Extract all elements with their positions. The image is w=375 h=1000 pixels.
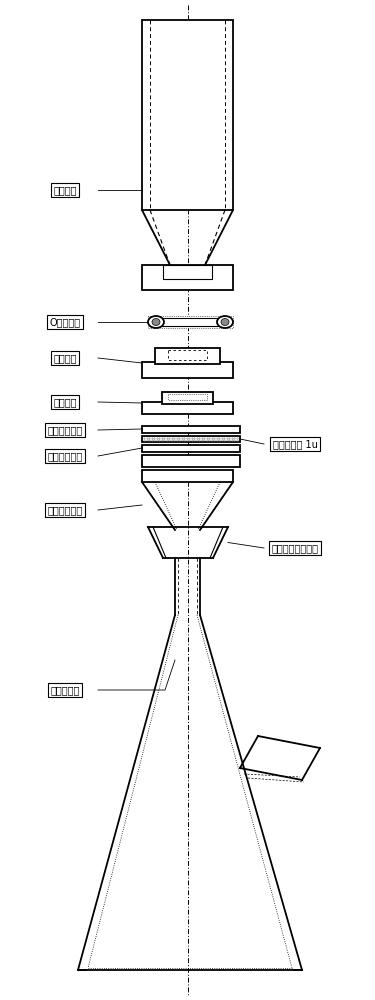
Bar [168, 350, 207, 360]
Ellipse shape [217, 316, 233, 328]
Bar [142, 20, 233, 210]
Text: 硫橡胶密封垫: 硫橡胶密封垫 [47, 451, 82, 461]
Bar [155, 348, 220, 364]
Bar [142, 362, 233, 378]
Bar [142, 455, 240, 467]
Bar [168, 394, 207, 400]
Bar [148, 316, 233, 328]
Text: 广口料斗: 广口料斗 [53, 185, 77, 195]
Text: 尼龙垫块: 尼龙垫块 [53, 397, 77, 407]
Bar [142, 426, 240, 433]
Text: O型密封圈: O型密封圈 [50, 317, 81, 327]
Ellipse shape [148, 316, 164, 328]
Text: 广口三角漏斗: 广口三角漏斗 [47, 505, 82, 515]
Text: 不锈锂滤片 1u: 不锈锂滤片 1u [273, 439, 317, 449]
Text: 硫橡胶锥形密封圈: 硫橡胶锥形密封圈 [272, 543, 318, 553]
Text: 尼龙垫块: 尼龙垫块 [53, 353, 77, 363]
Bar [163, 265, 212, 279]
Bar [162, 392, 213, 404]
Text: 硫橡胶密封垫: 硫橡胶密封垫 [47, 425, 82, 435]
Text: 三角萄取瓶: 三角萄取瓶 [50, 685, 80, 695]
Ellipse shape [221, 318, 229, 326]
Ellipse shape [152, 318, 160, 326]
Bar [142, 436, 240, 442]
Bar [142, 470, 233, 482]
Bar [142, 265, 233, 290]
Bar [142, 445, 240, 452]
Bar [142, 402, 233, 414]
